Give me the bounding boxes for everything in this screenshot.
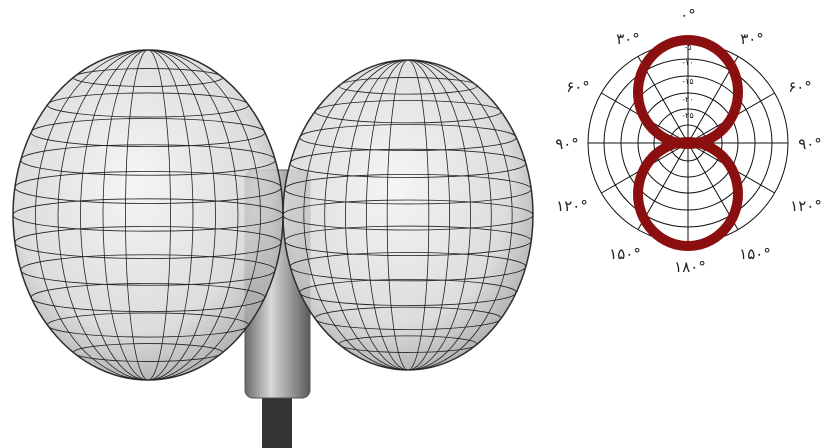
angle-label: ۶۰°: [566, 78, 590, 96]
ring-label: -۱۰: [682, 58, 693, 67]
angle-label: ۱۲۰°: [790, 197, 822, 215]
meridian: [324, 60, 492, 370]
angle-label: ۰°: [680, 6, 696, 24]
parallel: [46, 312, 250, 338]
angle-label: ۱۵۰°: [739, 245, 771, 263]
meridian: [386, 60, 430, 370]
parallel: [13, 198, 283, 232]
meridian: [345, 60, 471, 370]
meridian: [102, 50, 194, 380]
parallel: [72, 68, 224, 87]
parallel: [30, 283, 266, 312]
microphone-illustration: [12, 49, 534, 448]
parallel: [30, 118, 266, 147]
angle-label: ۹۰°: [555, 135, 579, 153]
angle-label: ۳۰°: [616, 30, 640, 48]
parallel: [46, 92, 250, 118]
ring-label: -۵: [685, 43, 692, 52]
meridian: [365, 60, 451, 370]
angle-label: ۶۰°: [788, 78, 812, 96]
parallel: [299, 279, 517, 306]
parallel: [338, 77, 478, 95]
labels: ۰° ۳۰° ۳۰° ۶۰° ۶۰° ۹۰° ۹۰° ۱۲۰° ۱۲۰° ۱۵۰° ۱۵۰° ۱۸۰°…: [555, 6, 822, 276]
angle-label: ۳۰°: [740, 30, 764, 48]
parallel: [299, 124, 517, 151]
parallel: [283, 199, 533, 231]
ring-label: -۱۵: [682, 77, 693, 86]
parallel: [314, 306, 502, 330]
parallel: [338, 335, 478, 353]
meridian: [35, 50, 261, 380]
ring-label: -۲۵: [682, 111, 693, 120]
meridian: [303, 60, 513, 370]
angle-label: ۱۸۰°: [674, 258, 706, 276]
angle-label: ۱۲۰°: [556, 197, 588, 215]
ring-label: -۲۰: [682, 95, 693, 104]
angle-label: ۱۵۰°: [609, 245, 641, 263]
meridian: [80, 50, 216, 380]
figure-eight: [633, 35, 743, 251]
meridian: [125, 50, 171, 380]
meridian: [57, 50, 239, 380]
parallel: [314, 100, 502, 124]
parallel: [72, 343, 224, 362]
angle-label: ۹۰°: [798, 135, 822, 153]
